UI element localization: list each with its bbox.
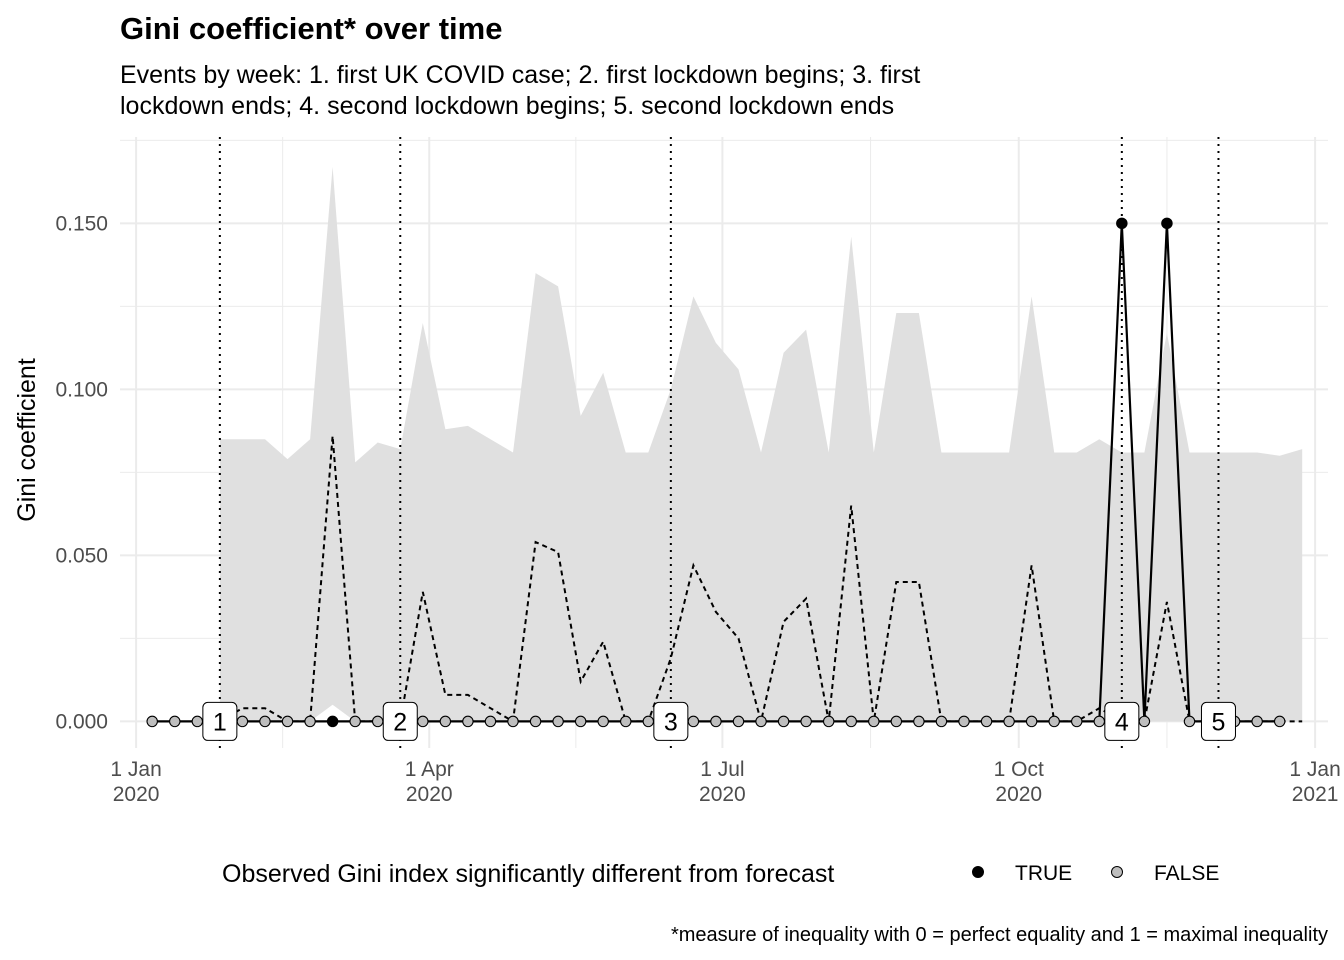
observed-point (1093, 715, 1106, 728)
y-tick-label: 0.000 (55, 710, 108, 733)
observed-point (597, 715, 609, 728)
legend: Observed Gini index significantly differ… (222, 860, 1219, 888)
observed-points (146, 217, 1286, 728)
legend-key-false (1111, 866, 1123, 878)
event-label-4: 4 (1115, 708, 1129, 736)
event-label-1: 1 (213, 708, 227, 736)
chart-subtitle-line-2: lockdown ends; 4. second lockdown begins… (120, 92, 894, 120)
y-tick-label: 0.100 (55, 378, 108, 401)
x-tick-label: 1 Apr 2020 (405, 758, 454, 806)
observed-point (822, 715, 835, 728)
chart-caption: *measure of inequality with 0 = perfect … (671, 924, 1328, 946)
observed-point (236, 715, 249, 728)
observed-point (146, 715, 158, 728)
legend-label-false: FALSE (1154, 862, 1219, 885)
event-label-box-3 (653, 701, 689, 741)
event-label-box-1 (202, 701, 238, 741)
observed-point (1183, 715, 1196, 728)
observed-point (191, 715, 204, 728)
event-label-box-2 (382, 701, 418, 741)
observed-point (935, 715, 948, 728)
observed-point (281, 715, 294, 728)
observed-point (462, 715, 474, 728)
observed-point-significant (326, 715, 339, 728)
observed-point (371, 715, 384, 728)
observed-point (755, 715, 767, 728)
observed-point (1003, 715, 1015, 728)
observed-point (800, 715, 812, 728)
legend-title: Observed Gini index significantly differ… (222, 860, 834, 888)
observed-point (349, 715, 361, 728)
observed-point (777, 715, 790, 728)
legend-key-true (972, 866, 984, 878)
observed-point (259, 715, 271, 728)
chart-subtitle-line-1: Events by week: 1. first UK COVID case; … (120, 61, 920, 89)
observed-point (552, 715, 564, 728)
observed-point (868, 715, 880, 728)
observed-point (304, 715, 316, 728)
observed-point (845, 715, 857, 728)
observed-point (642, 715, 655, 728)
legend-label-true: TRUE (1015, 862, 1072, 885)
y-axis-label: Gini coefficient (13, 358, 41, 522)
observed-point (574, 715, 587, 728)
observed-point (507, 715, 519, 728)
observed-point (529, 715, 542, 728)
observed-point (439, 715, 452, 728)
event-label-box-4 (1104, 701, 1140, 741)
y-axis-ticks: 0.000 0.050 0.100 0.150 (55, 212, 108, 733)
observed-point (980, 715, 993, 728)
observed-point (958, 715, 970, 728)
observed-point (687, 715, 700, 728)
observed-point (1251, 715, 1263, 728)
event-label-box-5 (1200, 701, 1236, 741)
chart-title: Gini coefficient* over time (120, 11, 502, 46)
observed-point (1025, 715, 1038, 728)
observed-point (1070, 715, 1083, 728)
event-label-3: 3 (664, 708, 678, 736)
observed-point-significant (1116, 217, 1128, 230)
observed-point (890, 715, 903, 728)
y-tick-label: 0.150 (55, 212, 108, 235)
observed-point (1048, 715, 1060, 728)
observed-point (484, 715, 497, 728)
event-label-5: 5 (1212, 708, 1226, 736)
x-tick-label: 1 Oct 2020 (994, 758, 1044, 806)
observed-point (732, 715, 745, 728)
forecast-interval-ribbon (219, 166, 1303, 722)
observed-point (710, 715, 722, 728)
observed-point (913, 715, 925, 728)
observed-point (619, 715, 632, 728)
x-axis-ticks: 1 Jan 2020 1 Apr 2020 1 Jul 2020 1 Oct 2020 1 Ja… (110, 758, 1340, 806)
observed-point (1273, 715, 1286, 728)
x-tick-label: 1 Jan 2020 (110, 758, 161, 806)
observed-point-significant (1161, 217, 1173, 230)
x-tick-label: 1 Jul 2020 (699, 758, 746, 806)
x-tick-label: 1 Jan 2021 (1289, 758, 1340, 806)
observed-point (417, 715, 429, 728)
observed-point (169, 715, 181, 728)
observed-point (1138, 715, 1151, 728)
event-labels: 1 2 3 4 5 (202, 701, 1236, 741)
event-label-2: 2 (393, 708, 407, 736)
y-tick-label: 0.050 (55, 544, 108, 567)
